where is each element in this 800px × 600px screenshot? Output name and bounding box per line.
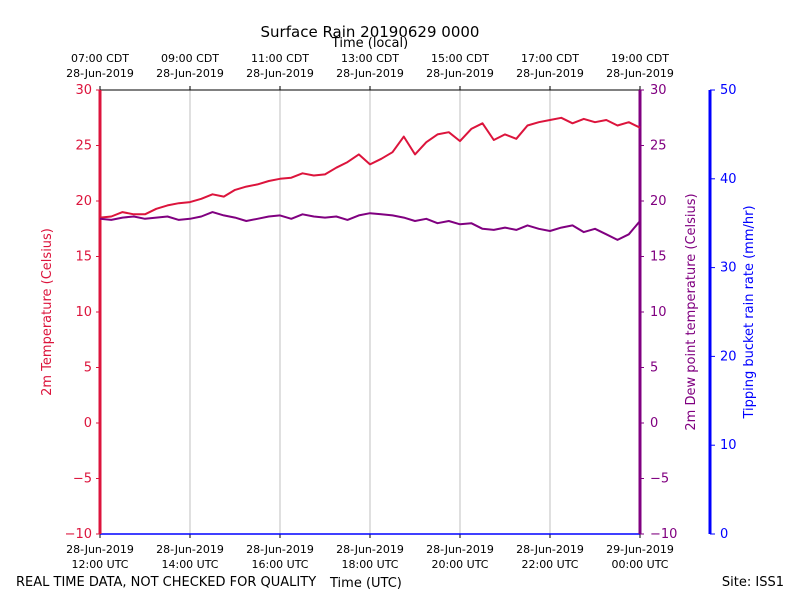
left-tick-label: 10 — [75, 305, 92, 320]
x-tick-label-date: 28-Jun-2019 — [66, 543, 134, 556]
x-axis-label: Time (UTC) — [330, 576, 402, 591]
left-tick-label: 5 — [84, 361, 92, 376]
top-tick-label-date: 28-Jun-2019 — [66, 67, 134, 80]
left-tick-label: −5 — [73, 472, 92, 487]
top-tick-label-time: 11:00 CDT — [251, 52, 309, 65]
left-tick-label: 20 — [75, 194, 92, 209]
left-tick-label: 30 — [75, 83, 92, 98]
quality-disclaimer: REAL TIME DATA, NOT CHECKED FOR QUALITY — [16, 575, 317, 590]
site-label: Site: ISS1 — [721, 575, 784, 590]
x-tick-label-date: 28-Jun-2019 — [156, 543, 224, 556]
top-tick-label-date: 28-Jun-2019 — [426, 67, 494, 80]
chart-title: Surface Rain 20190629 0000 — [261, 23, 480, 41]
rain-tick-label: 20 — [720, 349, 737, 364]
x-tick-label-date: 28-Jun-2019 — [516, 543, 584, 556]
rain-tick-label: 30 — [720, 261, 737, 276]
right-tick-label: 30 — [650, 83, 667, 98]
x-tick-label-time: 22:00 UTC — [521, 558, 578, 571]
x-tick-label-time: 18:00 UTC — [341, 558, 398, 571]
top-tick-label-time: 15:00 CDT — [431, 52, 489, 65]
rain-tick-label: 50 — [720, 83, 737, 98]
x-tick-label-time: 00:00 UTC — [611, 558, 668, 571]
right-tick-label: 0 — [650, 416, 658, 431]
rain-tick-label: 0 — [720, 527, 728, 542]
y-axis-label-left: 2m Temperature (Celsius) — [40, 228, 55, 396]
right-tick-label: 5 — [650, 361, 658, 376]
left-tick-label: 15 — [75, 250, 92, 265]
right-tick-label: −5 — [650, 472, 669, 487]
left-tick-label: −10 — [65, 527, 92, 542]
left-tick-label: 0 — [84, 416, 92, 431]
top-tick-label-date: 28-Jun-2019 — [606, 67, 674, 80]
x-tick-label-time: 12:00 UTC — [71, 558, 128, 571]
y-axis-label-rain: Tipping bucket rain rate (mm/hr) — [742, 205, 757, 419]
left-tick-label: 25 — [75, 139, 92, 154]
x-tick-label-date: 28-Jun-2019 — [246, 543, 314, 556]
temperature-series-line — [99, 116, 641, 219]
top-tick-label-date: 28-Jun-2019 — [516, 67, 584, 80]
top-axis-label: Time (local) — [331, 36, 408, 51]
top-tick-label-time: 19:00 CDT — [611, 52, 669, 65]
rain-tick-label: 10 — [720, 438, 737, 453]
top-tick-label-time: 13:00 CDT — [341, 52, 399, 65]
top-tick-label-date: 28-Jun-2019 — [336, 67, 404, 80]
right-tick-label: 25 — [650, 139, 667, 154]
x-tick-label-date: 28-Jun-2019 — [426, 543, 494, 556]
x-tick-label-time: 20:00 UTC — [431, 558, 488, 571]
x-tick-label-date: 29-Jun-2019 — [606, 543, 674, 556]
top-tick-label-time: 09:00 CDT — [161, 52, 219, 65]
right-tick-label: 10 — [650, 305, 667, 320]
x-tick-label-time: 16:00 UTC — [251, 558, 308, 571]
right-tick-label: −10 — [650, 527, 677, 542]
top-tick-label-date: 28-Jun-2019 — [246, 67, 314, 80]
right-tick-label: 15 — [650, 250, 667, 265]
right-tick-label: 20 — [650, 194, 667, 209]
top-tick-label-date: 28-Jun-2019 — [156, 67, 224, 80]
y-axis-label-dewpoint: 2m Dew point temperature (Celsius) — [684, 193, 699, 430]
dewpoint-series-line — [99, 211, 641, 241]
top-tick-label-time: 17:00 CDT — [521, 52, 579, 65]
top-tick-label-time: 07:00 CDT — [71, 52, 129, 65]
x-tick-label-time: 14:00 UTC — [161, 558, 218, 571]
x-tick-label-date: 28-Jun-2019 — [336, 543, 404, 556]
rain-tick-label: 40 — [720, 172, 737, 187]
